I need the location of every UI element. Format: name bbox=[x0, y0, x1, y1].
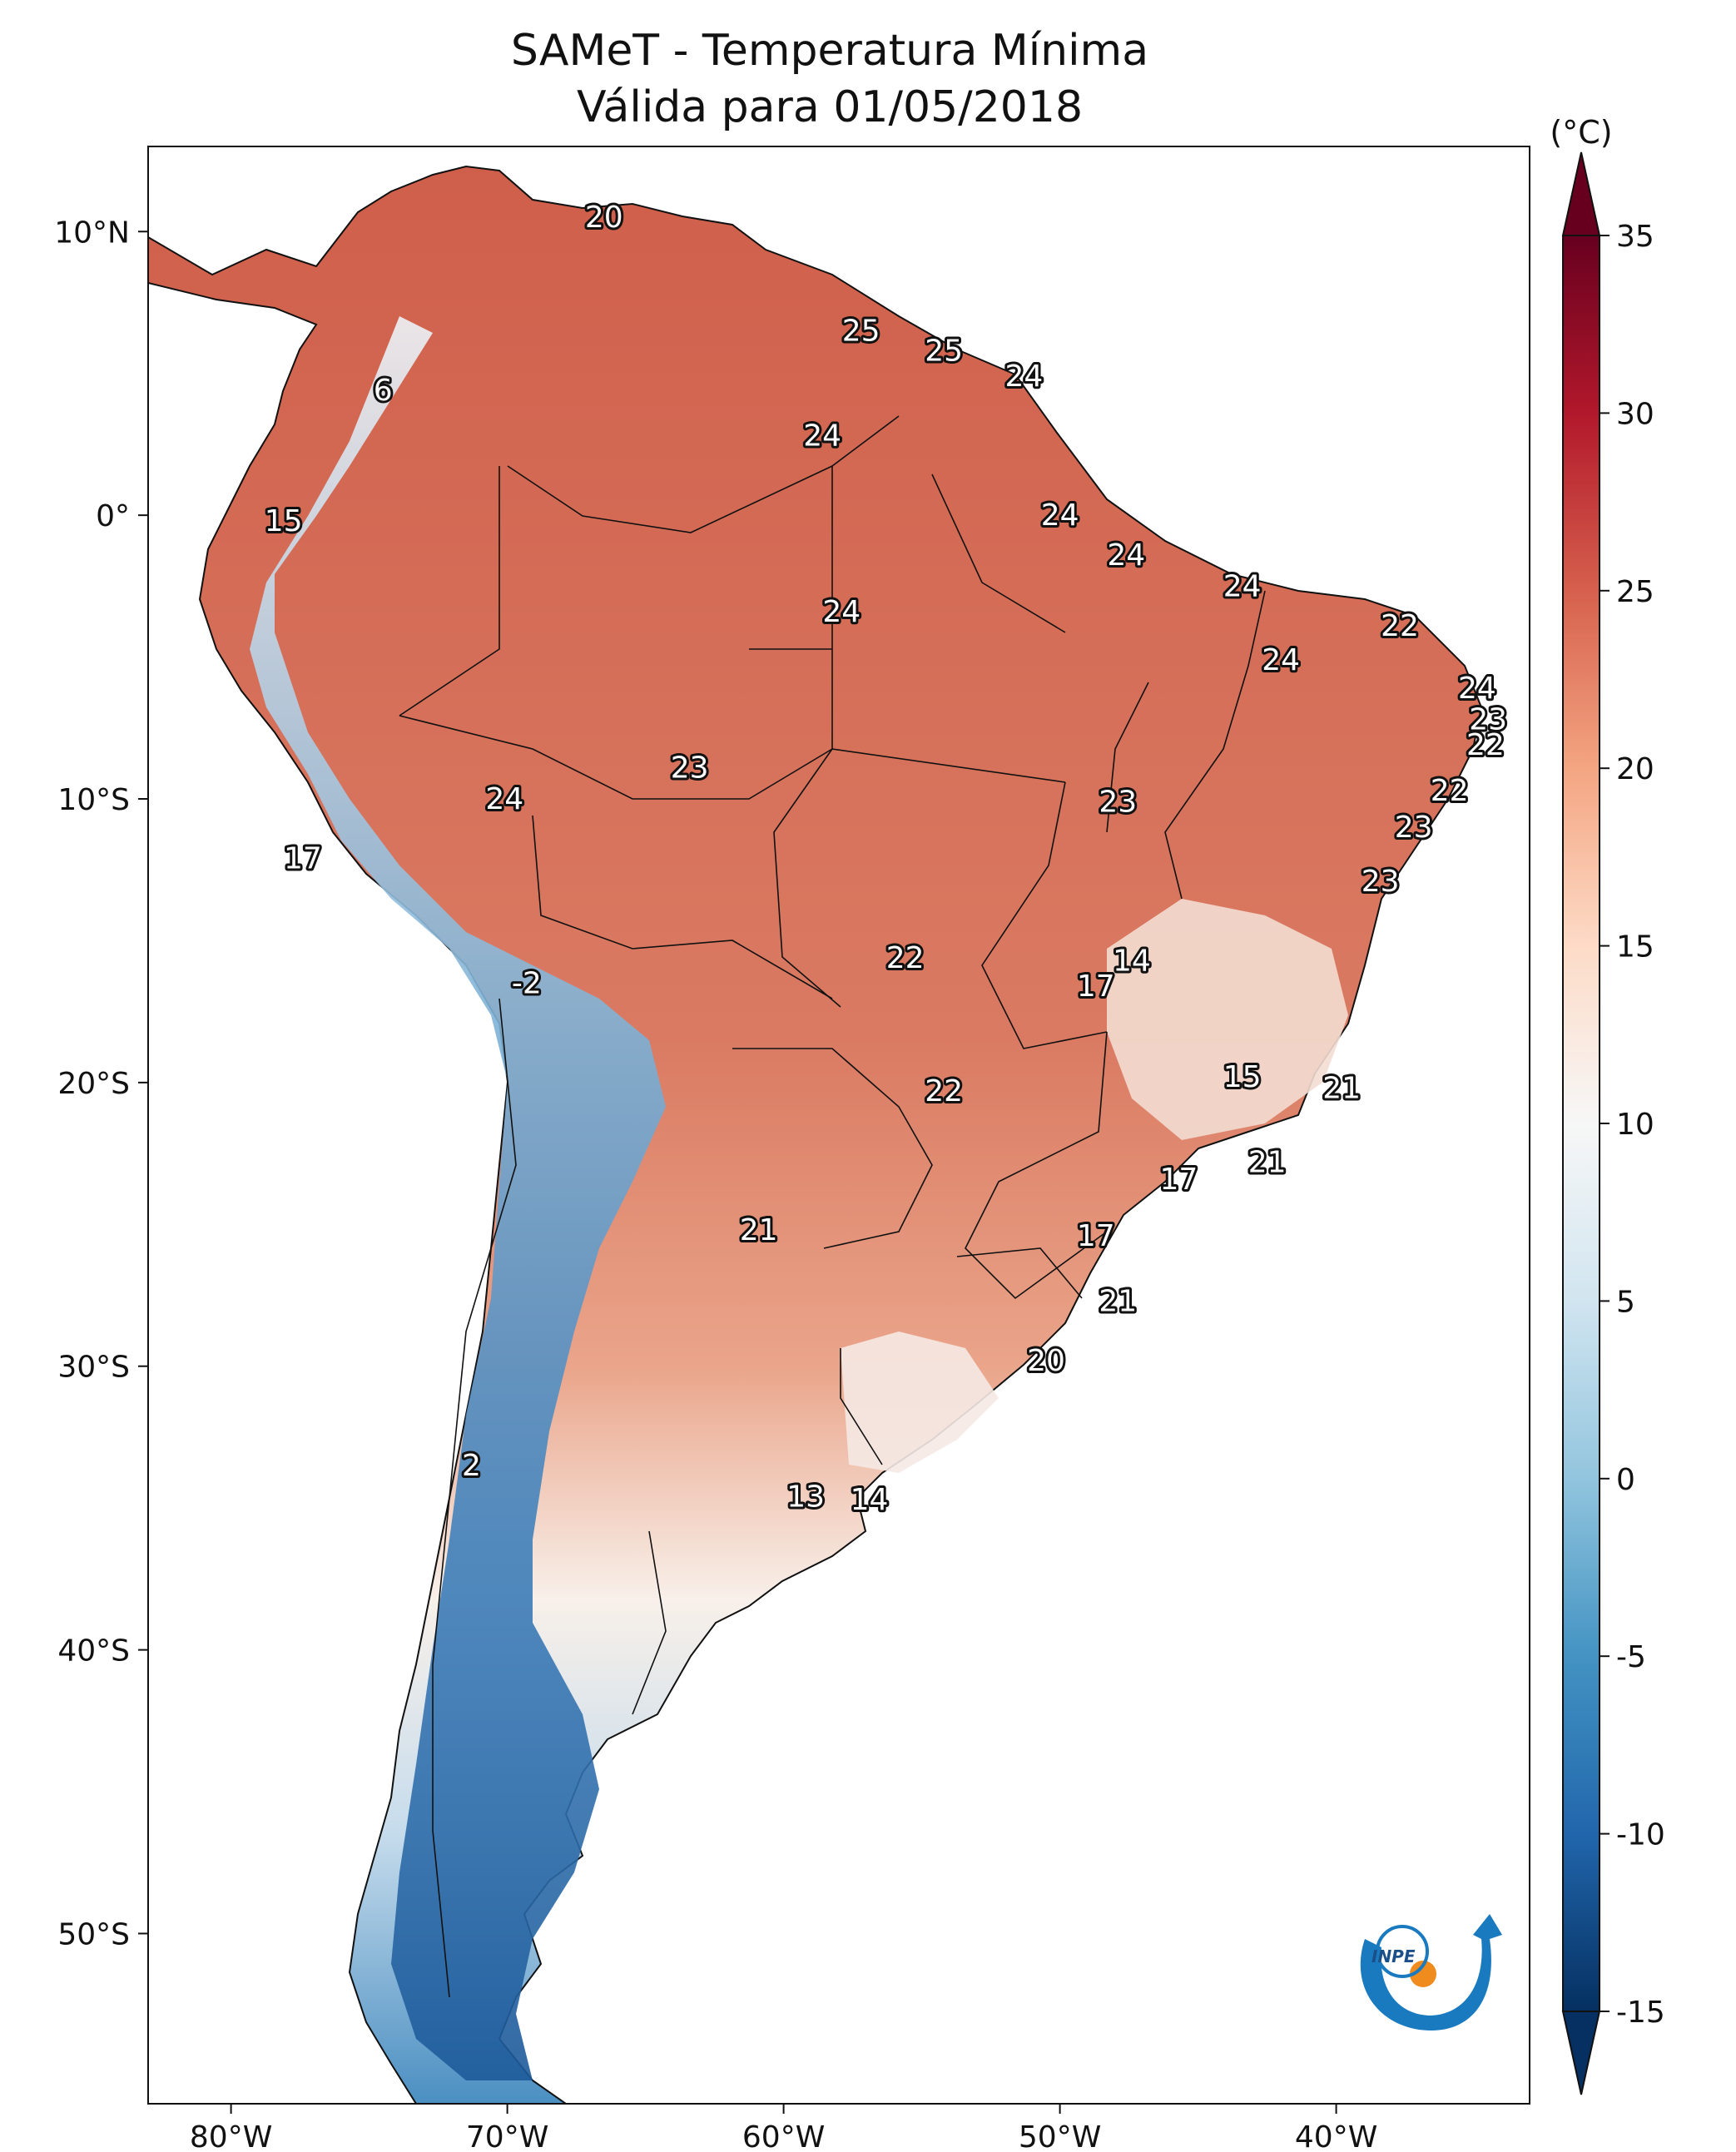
inpe-logo-wordmark: INPE bbox=[1371, 1946, 1416, 1966]
colorbar-tick-label: 5 bbox=[1616, 1285, 1635, 1319]
temperature-label: 23 bbox=[1099, 785, 1137, 819]
temperature-label: 20 bbox=[1027, 1344, 1065, 1378]
colorbar-extend-top bbox=[1561, 151, 1601, 236]
colorbar-gradient bbox=[1562, 235, 1600, 2012]
temperature-label: 15 bbox=[1223, 1060, 1262, 1094]
inpe-logo: INPE bbox=[1360, 1914, 1502, 2031]
temperature-label: 24 bbox=[1262, 643, 1300, 677]
temperature-label: 20 bbox=[585, 201, 623, 235]
temperature-label: 24 bbox=[1223, 569, 1262, 603]
inpe-logo-orb bbox=[1410, 1961, 1436, 1987]
temperature-label: -2 bbox=[512, 967, 542, 1001]
political-borders bbox=[399, 415, 1266, 1998]
colorbar-tick-label: -10 bbox=[1616, 1818, 1665, 1852]
temperature-label: 24 bbox=[1004, 359, 1043, 394]
brazil-southeast-cool-zone bbox=[1107, 899, 1348, 1140]
temperature-label: 21 bbox=[740, 1213, 778, 1247]
temperature-label: 25 bbox=[925, 334, 963, 368]
temperature-label: 17 bbox=[1159, 1163, 1198, 1197]
temperature-label: 21 bbox=[1248, 1145, 1287, 1179]
temperature-label: 25 bbox=[842, 315, 880, 349]
temperature-label: 22 bbox=[925, 1074, 963, 1108]
temperature-label: 6 bbox=[374, 374, 393, 408]
colorbar: (°C) 35 30 25 20 15 10 5 0 -5 -10 -15 bbox=[1550, 114, 1665, 2095]
lat-tick-label: 30°S bbox=[57, 1351, 130, 1385]
lon-tick-label: 80°W bbox=[190, 2120, 272, 2152]
temperature-label: 22 bbox=[1381, 609, 1419, 643]
colorbar-tick-label: 25 bbox=[1616, 575, 1654, 609]
inpe-logo-ring bbox=[1376, 1925, 1429, 1978]
lat-tick-label: 40°S bbox=[57, 1634, 130, 1669]
temperature-label: 22 bbox=[886, 941, 925, 975]
colorbar-tick-label: 10 bbox=[1616, 1108, 1654, 1142]
lon-tick-label: 70°W bbox=[466, 2120, 548, 2152]
temperature-label: 21 bbox=[1099, 1284, 1137, 1318]
map-panel bbox=[147, 146, 1530, 2105]
colorbar-tick-label: 15 bbox=[1616, 930, 1654, 964]
map-frame bbox=[147, 146, 1530, 2105]
temperature-label: 17 bbox=[284, 842, 322, 876]
map-title-line2: Válida para 01/05/2018 bbox=[577, 82, 1083, 132]
temperature-label: 24 bbox=[822, 595, 861, 629]
lat-tick-label: 20°S bbox=[57, 1067, 130, 1101]
temperature-label: 24 bbox=[803, 419, 841, 454]
temperature-label: 17 bbox=[1077, 1219, 1115, 1253]
temperature-label: 15 bbox=[265, 504, 303, 538]
colorbar-tick-label: 20 bbox=[1616, 752, 1654, 786]
colorbar-extend-bottom bbox=[1561, 2011, 1601, 2095]
lat-tick-label: 50°S bbox=[57, 1917, 130, 1951]
temperature-label: 13 bbox=[786, 1480, 825, 1515]
axes: 80°W 70°W 60°W 50°W 40°W 10°N 0° 10°S 20°S 30°S 40… bbox=[54, 216, 1377, 2152]
colorbar-tick-label: 30 bbox=[1616, 397, 1654, 431]
colorbar-tick-label: -5 bbox=[1616, 1640, 1646, 1674]
lon-tick-label: 40°W bbox=[1295, 2120, 1377, 2152]
temperature-label: 23 bbox=[671, 751, 709, 786]
lat-tick-label: 0° bbox=[96, 499, 130, 533]
lon-tick-label: 50°W bbox=[1019, 2120, 1101, 2152]
temperature-label: 17 bbox=[1077, 969, 1115, 1004]
lat-tick-label: 10°N bbox=[54, 216, 130, 250]
temperature-label: 22 bbox=[1466, 728, 1505, 762]
temperature-label: 23 bbox=[1395, 811, 1433, 845]
temperature-label: 21 bbox=[1322, 1072, 1361, 1106]
temperature-label: 24 bbox=[485, 782, 523, 816]
uruguay-cool-zone bbox=[841, 1331, 999, 1473]
lon-tick-label: 60°W bbox=[742, 2120, 825, 2152]
map-title-line1: SAMeT - Temperatura Mínima bbox=[511, 26, 1148, 76]
inpe-logo-swoosh bbox=[1360, 1914, 1502, 2031]
temperature-label: 24 bbox=[1107, 538, 1145, 573]
temperature-label: 24 bbox=[1458, 672, 1496, 706]
temperature-label: 23 bbox=[1469, 703, 1507, 737]
colorbar-tick-label: 35 bbox=[1616, 220, 1654, 254]
colorbar-tick-label: -15 bbox=[1616, 1996, 1665, 2030]
temperature-label: 2 bbox=[462, 1449, 481, 1483]
temperature-label: 14 bbox=[1113, 944, 1151, 978]
temperature-label: 22 bbox=[1431, 774, 1469, 808]
temperature-label: 14 bbox=[851, 1483, 889, 1517]
temperature-label: 24 bbox=[1041, 498, 1079, 533]
andes-cold-band bbox=[250, 316, 666, 2080]
colorbar-unit-label: (°C) bbox=[1550, 114, 1612, 151]
lat-tick-label: 10°S bbox=[57, 783, 130, 817]
colorbar-ticks: 35 30 25 20 15 10 5 0 -5 -10 -15 bbox=[1600, 220, 1665, 2030]
colorbar-tick-label: 0 bbox=[1616, 1463, 1635, 1497]
temperature-label: 23 bbox=[1362, 865, 1400, 899]
